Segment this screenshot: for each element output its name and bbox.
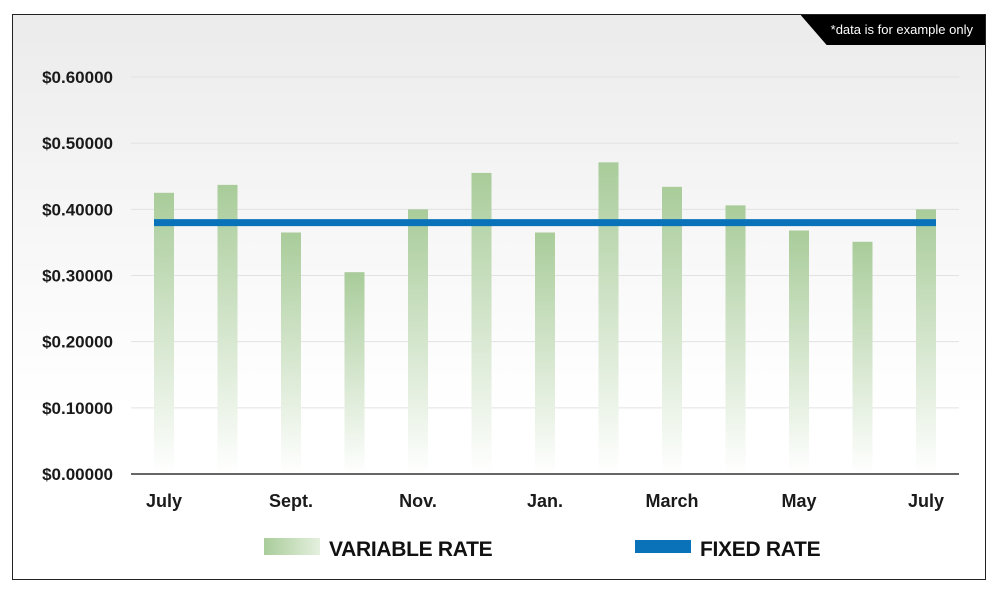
data-disclaimer-note: *data is for example only: [800, 15, 985, 45]
legend-label-fixed: FIXED RATE: [700, 538, 821, 561]
variable-rate-bar: [408, 209, 428, 475]
variable-rate-bar: [471, 172, 492, 475]
variable-rate-bars: [154, 162, 936, 475]
variable-rate-bar: [154, 192, 174, 474]
x-tick-label: Sept.: [269, 491, 313, 511]
variable-rate-bar: [662, 186, 682, 474]
legend: VARIABLE RATE FIXED RATE: [264, 538, 821, 561]
x-tick-label: May: [781, 491, 816, 511]
variable-rate-bar: [789, 230, 809, 474]
y-tick-label: $0.10000: [42, 399, 113, 418]
y-tick-label: $0.00000: [42, 465, 113, 484]
variable-rate-bar: [281, 232, 301, 474]
variable-rate-bar: [535, 232, 555, 474]
y-axis-ticks: $0.00000 $0.10000 $0.20000 $0.30000 $0.40000…: [42, 68, 113, 484]
y-tick-label: $0.60000: [42, 68, 113, 87]
y-tick-label: $0.30000: [42, 267, 113, 286]
x-tick-label: March: [645, 491, 698, 511]
x-tick-label: Jan.: [527, 491, 563, 511]
legend-swatch-variable: [264, 538, 320, 555]
x-axis-ticks: July Sept. Nov. Jan. March May July: [146, 491, 944, 511]
variable-rate-bar: [916, 209, 936, 475]
chart-frame: $0.00000 $0.10000 $0.20000 $0.30000 $0.40000…: [12, 14, 986, 580]
chart: $0.00000 $0.10000 $0.20000 $0.30000 $0.40000…: [42, 68, 959, 561]
x-tick-label: Nov.: [399, 491, 437, 511]
x-tick-label: July: [908, 491, 944, 511]
variable-rate-bar: [852, 241, 873, 474]
legend-swatch-fixed: [635, 540, 691, 553]
variable-rate-bar: [217, 184, 238, 474]
x-tick-label: July: [146, 491, 182, 511]
y-tick-label: $0.50000: [42, 134, 113, 153]
variable-rate-bar: [344, 272, 365, 474]
variable-rate-bar: [725, 205, 746, 474]
y-tick-label: $0.40000: [42, 200, 113, 219]
variable-rate-bar: [598, 162, 619, 475]
legend-label-variable: VARIABLE RATE: [329, 538, 493, 561]
y-tick-label: $0.20000: [42, 333, 113, 352]
